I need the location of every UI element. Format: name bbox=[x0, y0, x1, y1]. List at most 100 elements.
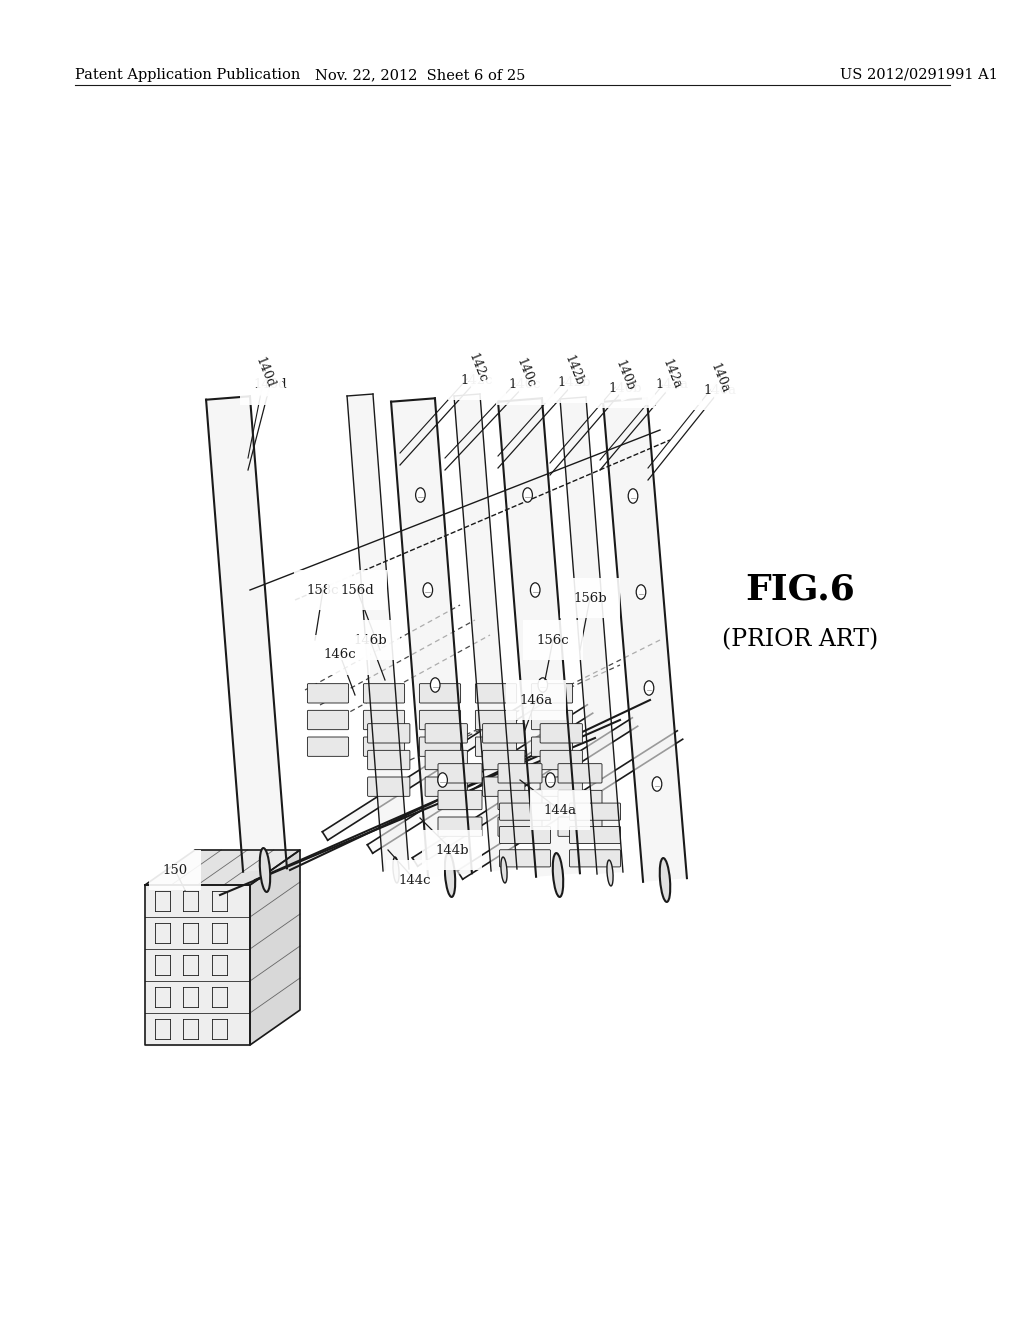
FancyBboxPatch shape bbox=[540, 723, 583, 743]
FancyBboxPatch shape bbox=[307, 710, 348, 730]
FancyBboxPatch shape bbox=[438, 791, 482, 809]
Ellipse shape bbox=[530, 583, 540, 597]
FancyBboxPatch shape bbox=[420, 684, 461, 704]
FancyBboxPatch shape bbox=[368, 777, 410, 796]
Polygon shape bbox=[323, 692, 548, 841]
Polygon shape bbox=[560, 397, 623, 874]
Ellipse shape bbox=[628, 488, 638, 503]
Text: 158c: 158c bbox=[307, 583, 339, 597]
FancyBboxPatch shape bbox=[558, 791, 602, 809]
FancyBboxPatch shape bbox=[425, 777, 467, 796]
FancyBboxPatch shape bbox=[498, 764, 542, 783]
FancyBboxPatch shape bbox=[500, 850, 551, 867]
Text: 156d: 156d bbox=[340, 583, 374, 597]
Text: 144a: 144a bbox=[544, 804, 577, 817]
Ellipse shape bbox=[393, 857, 399, 883]
Text: 142c: 142c bbox=[465, 351, 488, 384]
FancyBboxPatch shape bbox=[475, 710, 516, 730]
Polygon shape bbox=[145, 884, 250, 1045]
Polygon shape bbox=[458, 731, 683, 879]
Text: 146a: 146a bbox=[519, 693, 553, 706]
Text: 144c: 144c bbox=[398, 874, 431, 887]
Text: 140c: 140c bbox=[513, 356, 537, 389]
Polygon shape bbox=[603, 399, 687, 882]
Ellipse shape bbox=[546, 772, 555, 787]
FancyBboxPatch shape bbox=[531, 737, 572, 756]
FancyBboxPatch shape bbox=[498, 817, 542, 837]
Ellipse shape bbox=[430, 677, 440, 692]
FancyBboxPatch shape bbox=[569, 803, 621, 820]
Text: 142a: 142a bbox=[660, 356, 684, 391]
Text: 140b: 140b bbox=[608, 381, 642, 395]
Text: 150: 150 bbox=[163, 863, 187, 876]
Polygon shape bbox=[145, 850, 300, 884]
Text: US 2012/0291991 A1: US 2012/0291991 A1 bbox=[840, 69, 997, 82]
Polygon shape bbox=[347, 393, 409, 871]
Text: 140b: 140b bbox=[613, 359, 637, 393]
Ellipse shape bbox=[416, 488, 425, 502]
Text: 156b: 156b bbox=[573, 591, 607, 605]
Ellipse shape bbox=[636, 585, 646, 599]
Ellipse shape bbox=[538, 677, 548, 692]
Text: 142c: 142c bbox=[461, 374, 494, 387]
Ellipse shape bbox=[553, 853, 563, 896]
FancyBboxPatch shape bbox=[482, 777, 525, 796]
FancyBboxPatch shape bbox=[569, 826, 621, 843]
Polygon shape bbox=[206, 396, 287, 871]
Text: 146c: 146c bbox=[324, 648, 356, 661]
Polygon shape bbox=[368, 705, 593, 853]
Ellipse shape bbox=[644, 681, 653, 696]
Ellipse shape bbox=[438, 772, 447, 787]
Text: 140d: 140d bbox=[253, 379, 287, 392]
Text: 140a: 140a bbox=[703, 384, 736, 396]
Ellipse shape bbox=[523, 488, 532, 502]
FancyBboxPatch shape bbox=[531, 684, 572, 704]
FancyBboxPatch shape bbox=[482, 723, 525, 743]
Text: 156c: 156c bbox=[537, 634, 569, 647]
FancyBboxPatch shape bbox=[540, 777, 583, 796]
Ellipse shape bbox=[659, 858, 671, 902]
FancyBboxPatch shape bbox=[425, 750, 467, 770]
FancyBboxPatch shape bbox=[368, 750, 410, 770]
Ellipse shape bbox=[501, 857, 507, 883]
FancyBboxPatch shape bbox=[498, 791, 542, 809]
FancyBboxPatch shape bbox=[569, 850, 621, 867]
FancyBboxPatch shape bbox=[500, 803, 551, 820]
Ellipse shape bbox=[652, 776, 662, 791]
FancyBboxPatch shape bbox=[364, 684, 404, 704]
FancyBboxPatch shape bbox=[420, 710, 461, 730]
FancyBboxPatch shape bbox=[500, 826, 551, 843]
Text: 144b: 144b bbox=[435, 843, 469, 857]
Text: 140d: 140d bbox=[253, 355, 278, 391]
FancyBboxPatch shape bbox=[558, 817, 602, 837]
Ellipse shape bbox=[423, 583, 432, 597]
FancyBboxPatch shape bbox=[307, 684, 348, 704]
FancyBboxPatch shape bbox=[475, 684, 516, 704]
FancyBboxPatch shape bbox=[425, 723, 467, 743]
Ellipse shape bbox=[607, 861, 613, 886]
Text: FIG.6: FIG.6 bbox=[745, 573, 855, 607]
FancyBboxPatch shape bbox=[540, 750, 583, 770]
Text: 140a: 140a bbox=[708, 360, 732, 395]
FancyBboxPatch shape bbox=[531, 710, 572, 730]
Polygon shape bbox=[498, 399, 580, 876]
Polygon shape bbox=[250, 850, 300, 1045]
Polygon shape bbox=[454, 393, 517, 871]
FancyBboxPatch shape bbox=[368, 723, 410, 743]
FancyBboxPatch shape bbox=[364, 737, 404, 756]
FancyBboxPatch shape bbox=[558, 764, 602, 783]
Text: 142b: 142b bbox=[562, 354, 586, 388]
FancyBboxPatch shape bbox=[364, 710, 404, 730]
Ellipse shape bbox=[444, 853, 456, 896]
FancyBboxPatch shape bbox=[307, 737, 348, 756]
Text: Patent Application Publication: Patent Application Publication bbox=[75, 69, 300, 82]
Ellipse shape bbox=[260, 847, 270, 892]
Text: Nov. 22, 2012  Sheet 6 of 25: Nov. 22, 2012 Sheet 6 of 25 bbox=[314, 69, 525, 82]
FancyBboxPatch shape bbox=[438, 817, 482, 837]
Text: 142b: 142b bbox=[557, 376, 591, 389]
Text: 140c: 140c bbox=[509, 379, 542, 392]
FancyBboxPatch shape bbox=[420, 737, 461, 756]
Text: 146b: 146b bbox=[353, 634, 387, 647]
Polygon shape bbox=[413, 718, 638, 866]
FancyBboxPatch shape bbox=[482, 750, 525, 770]
